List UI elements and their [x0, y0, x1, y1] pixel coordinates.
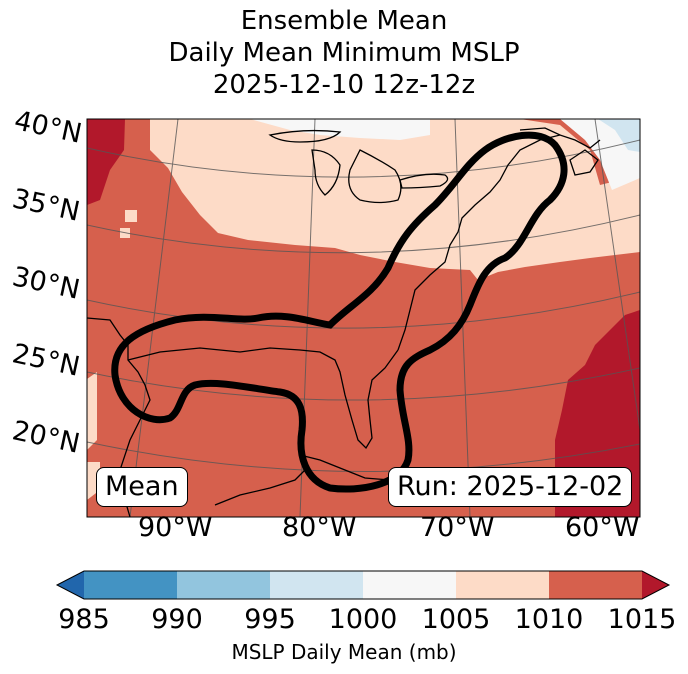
mslp-contour — [111, 131, 568, 493]
field-dark-se — [555, 310, 640, 517]
colorbar-label: MSLP Daily Mean (mb) — [231, 640, 457, 664]
graticule — [87, 119, 640, 517]
pressure-field — [87, 119, 640, 517]
title-line-2: Daily Mean Minimum MSLP — [168, 38, 520, 68]
field-light-west — [87, 372, 97, 450]
colorbar-extend-right — [642, 571, 669, 599]
lon-label-70w: 70°W — [420, 512, 495, 543]
field-blue-east — [598, 119, 640, 152]
mean-badge: Mean — [96, 467, 188, 507]
colorbar — [55, 570, 671, 600]
colorbar-outline — [55, 570, 671, 600]
colorbar-tick-1005: 1005 — [421, 604, 491, 635]
colorbar-segment-990-995 — [177, 571, 271, 599]
lon-label-80w: 80°W — [282, 512, 357, 543]
coastlines — [87, 127, 601, 517]
map-frame — [86, 118, 641, 518]
run-date-badge: Run: 2025-12-02 — [388, 467, 633, 507]
title-line-1: Ensemble Mean — [240, 6, 448, 36]
colorbar-segment-985-990 — [84, 571, 178, 599]
colorbar-segment-1000-1005 — [363, 571, 457, 599]
colorbar-segment-995-1000 — [270, 571, 364, 599]
colorbar-extend-left — [57, 571, 84, 599]
colorbar-tick-990: 990 — [151, 604, 203, 635]
colorbar-tick-1010: 1010 — [514, 604, 584, 635]
field-speck-1 — [125, 210, 137, 222]
title-line-3: 2025-12-10 12z-12z — [212, 70, 476, 100]
lon-label-90w: 90°W — [138, 512, 213, 543]
colorbar-tick-1000: 1000 — [328, 604, 398, 635]
field-white-north — [250, 119, 430, 140]
field-dark-nw — [87, 119, 125, 205]
colorbar-segment-1010-1015 — [549, 571, 643, 599]
colorbar-tick-1015: 1015 — [607, 604, 677, 635]
colorbar-tick-995: 995 — [244, 604, 296, 635]
colorbar-tick-985: 985 — [58, 604, 110, 635]
lon-label-60w: 60°W — [565, 512, 640, 543]
colorbar-segment-1005-1010 — [456, 571, 550, 599]
